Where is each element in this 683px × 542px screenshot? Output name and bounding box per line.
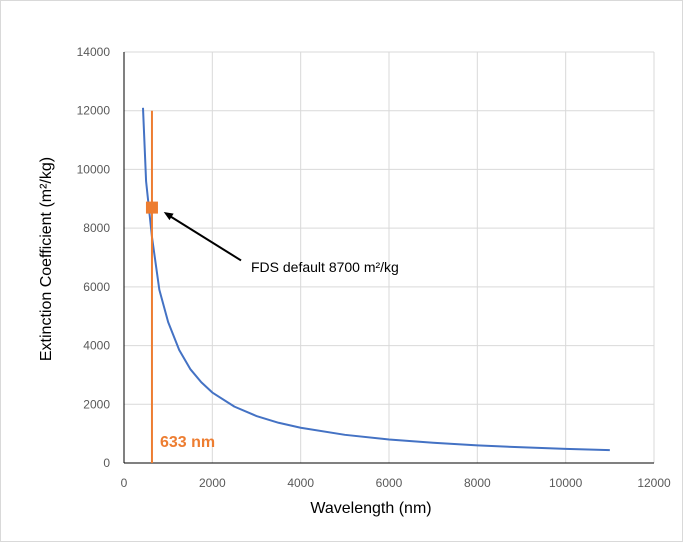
- x-tick-label: 0: [121, 476, 128, 490]
- vertical-line-label: 633 nm: [160, 434, 215, 451]
- marker-fds-default: [145, 201, 158, 214]
- y-tick-label: 6000: [83, 280, 110, 294]
- y-tick-label: 4000: [83, 339, 110, 353]
- annotation-text: FDS default 8700 m²/kg: [251, 259, 399, 275]
- x-tick-label: 2000: [199, 476, 226, 490]
- y-axis-label: Extinction Coefficient (m²/kg): [38, 157, 55, 361]
- x-tick-label: 8000: [464, 476, 491, 490]
- x-axis-label: Wavelength (nm): [310, 500, 431, 517]
- y-tick-label: 8000: [83, 221, 110, 235]
- x-tick-label: 4000: [287, 476, 314, 490]
- series-line: [141, 107, 610, 452]
- y-tick-label: 2000: [83, 397, 110, 411]
- y-tick-label: 12000: [77, 104, 111, 118]
- y-tick-label: 0: [103, 456, 110, 470]
- annotation-arrow: [169, 215, 242, 262]
- y-tick-label: 14000: [77, 45, 111, 59]
- x-tick-label: 10000: [549, 476, 583, 490]
- arrowhead-icon: [163, 211, 174, 221]
- y-tick-label: 10000: [77, 162, 111, 176]
- x-tick-label: 12000: [637, 476, 671, 490]
- x-tick-label: 6000: [376, 476, 403, 490]
